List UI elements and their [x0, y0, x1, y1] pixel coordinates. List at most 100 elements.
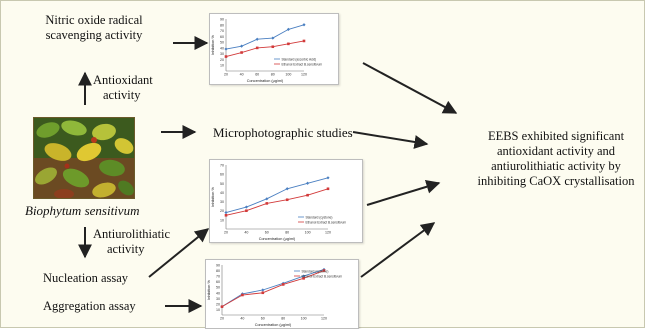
y-tick-label: 50: [216, 286, 220, 290]
legend-label: Ethanol Extract B.sensitivum: [282, 62, 323, 66]
data-point: [265, 197, 269, 201]
legend-label: Ethanol Extract B.sensitivum: [306, 220, 347, 224]
y-tick-label: 70: [216, 275, 220, 279]
x-axis-label: Concentration (µg/ml): [255, 323, 292, 327]
x-tick-label: 60: [255, 73, 259, 77]
series-line: [225, 188, 329, 216]
data-point: [240, 44, 244, 48]
y-tick-label: 90: [220, 18, 224, 22]
y-tick-label: 80: [216, 269, 220, 273]
nitric-oxide-line2: scavenging activity: [45, 28, 143, 42]
data-point: [220, 305, 224, 308]
y-tick-label: 20: [216, 302, 220, 306]
conclusion-text: EEBS exhibited significant antioxidant a…: [471, 129, 641, 189]
data-point: [241, 293, 244, 297]
x-tick-label: 60: [261, 317, 265, 321]
x-tick-label: 40: [240, 317, 244, 321]
plant-leaves-image: [34, 118, 134, 198]
series-line: [221, 270, 325, 308]
y-tick-label: 10: [220, 218, 224, 222]
y-tick-label: 20: [220, 209, 224, 213]
data-point: [224, 210, 228, 215]
y-tick-label: 10: [220, 64, 224, 68]
y-tick-label: 30: [216, 297, 220, 301]
y-axis-label: Inhibition %: [211, 35, 215, 55]
data-point: [245, 209, 248, 213]
legend-label: Standard (ascorbic Acid): [282, 57, 317, 61]
y-tick-label: 80: [220, 23, 224, 27]
y-tick-label: 40: [220, 46, 224, 50]
aggregation-label: Aggregation assay: [43, 299, 136, 313]
series-line: [225, 24, 305, 50]
nucleation-chart: 10 20 30 40 50 60 70 20 40 60 80 100 120 Concentratio…: [209, 159, 363, 243]
data-point: [302, 277, 305, 280]
arrow-microphoto-conclusion: [352, 131, 429, 149]
data-point: [261, 288, 265, 292]
x-tick-label: 20: [220, 317, 224, 321]
data-point: [255, 46, 259, 50]
arrow-nucleation-chart2: [148, 228, 210, 278]
x-tick-label: 80: [271, 73, 275, 77]
y-tick-label: 70: [220, 164, 224, 168]
conclusion-line1: EEBS exhibited significant: [487, 129, 625, 143]
aggregation-chart: 10 20 30 40 50 60 70 80 90 20 40 60 80 100 120 Concentr…: [205, 259, 359, 329]
series-line: [225, 177, 329, 213]
y-tick-label: 70: [220, 29, 224, 33]
y-tick-label: 30: [220, 52, 224, 56]
conclusion-line2: antioxidant activity and: [496, 144, 616, 158]
antiurolithiatic-line1: Antiurolithiatic: [93, 227, 171, 241]
x-tick-label: 60: [265, 231, 269, 235]
data-point: [326, 176, 330, 180]
data-point: [302, 39, 306, 43]
data-point: [287, 42, 290, 46]
antiurolithiatic-label: Antiurolithiatic activity: [93, 227, 170, 257]
arrow-chart1-conclusion: [362, 62, 458, 114]
y-axis-label: Inhibition %: [211, 187, 215, 207]
y-tick-label: 60: [220, 173, 224, 177]
data-point: [224, 213, 228, 217]
nitric-oxide-line1: Nitric oxide radical: [45, 13, 143, 27]
data-point: [306, 181, 310, 185]
y-tick-label: 30: [220, 200, 224, 204]
x-axis-label: Concentration (µg/ml): [259, 237, 296, 241]
x-tick-label: 100: [285, 73, 291, 77]
conclusion-line3: antiurolithiatic activity by: [491, 159, 621, 173]
data-point: [224, 47, 228, 51]
data-point: [302, 23, 306, 27]
y-tick-label: 10: [216, 308, 220, 312]
y-tick-label: 60: [216, 280, 220, 284]
data-point: [261, 291, 265, 295]
conclusion-line4: inhibiting CaOX crystallisation: [477, 174, 635, 188]
y-tick-label: 40: [220, 191, 224, 195]
x-tick-label: 20: [224, 73, 228, 77]
data-point: [285, 187, 289, 191]
x-tick-label: 120: [325, 231, 331, 235]
legend-label: Standard (cystone): [306, 215, 333, 219]
antiurolithiatic-line2: activity: [107, 242, 145, 256]
y-tick-label: 60: [220, 35, 224, 39]
antioxidant-line1: Antioxidant: [93, 73, 153, 87]
microphotographic-label: Microphotographic studies: [213, 125, 353, 140]
nitric-oxide-label: Nitric oxide radical scavenging activity: [19, 13, 169, 43]
y-tick-label: 90: [216, 264, 220, 268]
y-tick-label: 40: [216, 291, 220, 295]
plant-name: Biophytum sensitivum: [25, 203, 140, 218]
series-line: [221, 269, 325, 308]
data-point: [265, 202, 269, 205]
data-point: [322, 269, 326, 272]
x-axis-label: Concentration (µg/ml): [247, 79, 284, 83]
y-axis-label: Inhibition %: [207, 280, 211, 300]
arrow-chart2-conclusion: [366, 179, 441, 206]
y-tick-label: 50: [220, 182, 224, 186]
antioxidant-label: Antioxidant activity: [93, 73, 153, 103]
y-tick-label: 20: [220, 58, 224, 62]
x-tick-label: 20: [224, 231, 228, 235]
data-point: [326, 187, 330, 191]
x-tick-label: 100: [301, 317, 307, 321]
x-tick-label: 40: [244, 231, 248, 235]
x-tick-label: 80: [281, 317, 285, 321]
nucleation-label: Nucleation assay: [43, 271, 129, 285]
series-line: [225, 40, 305, 57]
biophytum-photo: [33, 117, 135, 199]
